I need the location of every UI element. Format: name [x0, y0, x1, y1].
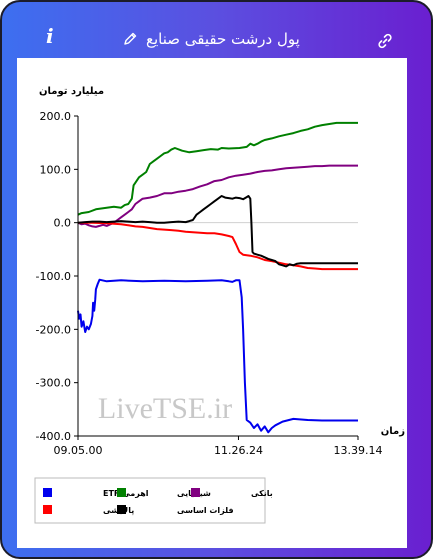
legend-label: بانکی: [251, 489, 273, 498]
series-line-1: [77, 121, 358, 216]
y-tick-label: 100.0: [40, 163, 72, 176]
legend: اهرمی ETFشیمیاییبانکیپالایشیفلزات اساسی: [34, 477, 273, 524]
series-line-3: [78, 221, 358, 271]
y-tick-label: -100.0: [36, 270, 71, 283]
legend-box: [34, 477, 266, 524]
series-line-0: [77, 278, 358, 434]
y-tick-label: -400.0: [36, 430, 71, 443]
series-line-2: [77, 164, 358, 228]
x-tick-label: 11.26.24: [214, 444, 263, 457]
x-tick-label: 09.05.00: [54, 444, 103, 457]
y-tick-label: 200.0: [40, 110, 72, 123]
series-layer: [77, 121, 358, 434]
legend-swatch: [117, 505, 126, 514]
link-icon[interactable]: [376, 32, 394, 50]
y-tick-label: 0.0: [54, 217, 72, 230]
pencil-icon[interactable]: [122, 31, 138, 47]
title-group: پول درشت حقیقی صنایع: [122, 28, 300, 50]
y-tick-label: -300.0: [36, 377, 71, 390]
axis-layer: 200.0 100.0 0.0 -100.0 -200.0 -300.0 -400.009.…: [36, 110, 383, 457]
info-icon[interactable]: i: [46, 24, 54, 48]
header: i پول درشت حقیقی صنایع: [2, 2, 431, 56]
legend-swatch: [191, 488, 200, 497]
legend-swatch: [43, 488, 52, 497]
series-line-4: [77, 195, 358, 268]
x-tick-label: 13.39.14: [334, 444, 383, 457]
x-axis-label: زمان: [381, 426, 405, 437]
page-title: پول درشت حقیقی صنایع: [146, 30, 300, 48]
legend-label: فلزات اساسی: [177, 506, 234, 515]
watermark-text: LiveTSE.ir: [98, 392, 232, 425]
y-axis-label: میلیارد تومان: [39, 86, 104, 97]
chart: LiveTSE.ir 200.0 100.0 0.0 -100.0 -200.0 -300…: [34, 86, 405, 524]
legend-swatch: [117, 488, 126, 497]
legend-swatch: [43, 505, 52, 514]
y-tick-label: -200.0: [36, 323, 71, 336]
chart-card: LiveTSE.ir 200.0 100.0 0.0 -100.0 -200.0 -300…: [17, 58, 407, 548]
